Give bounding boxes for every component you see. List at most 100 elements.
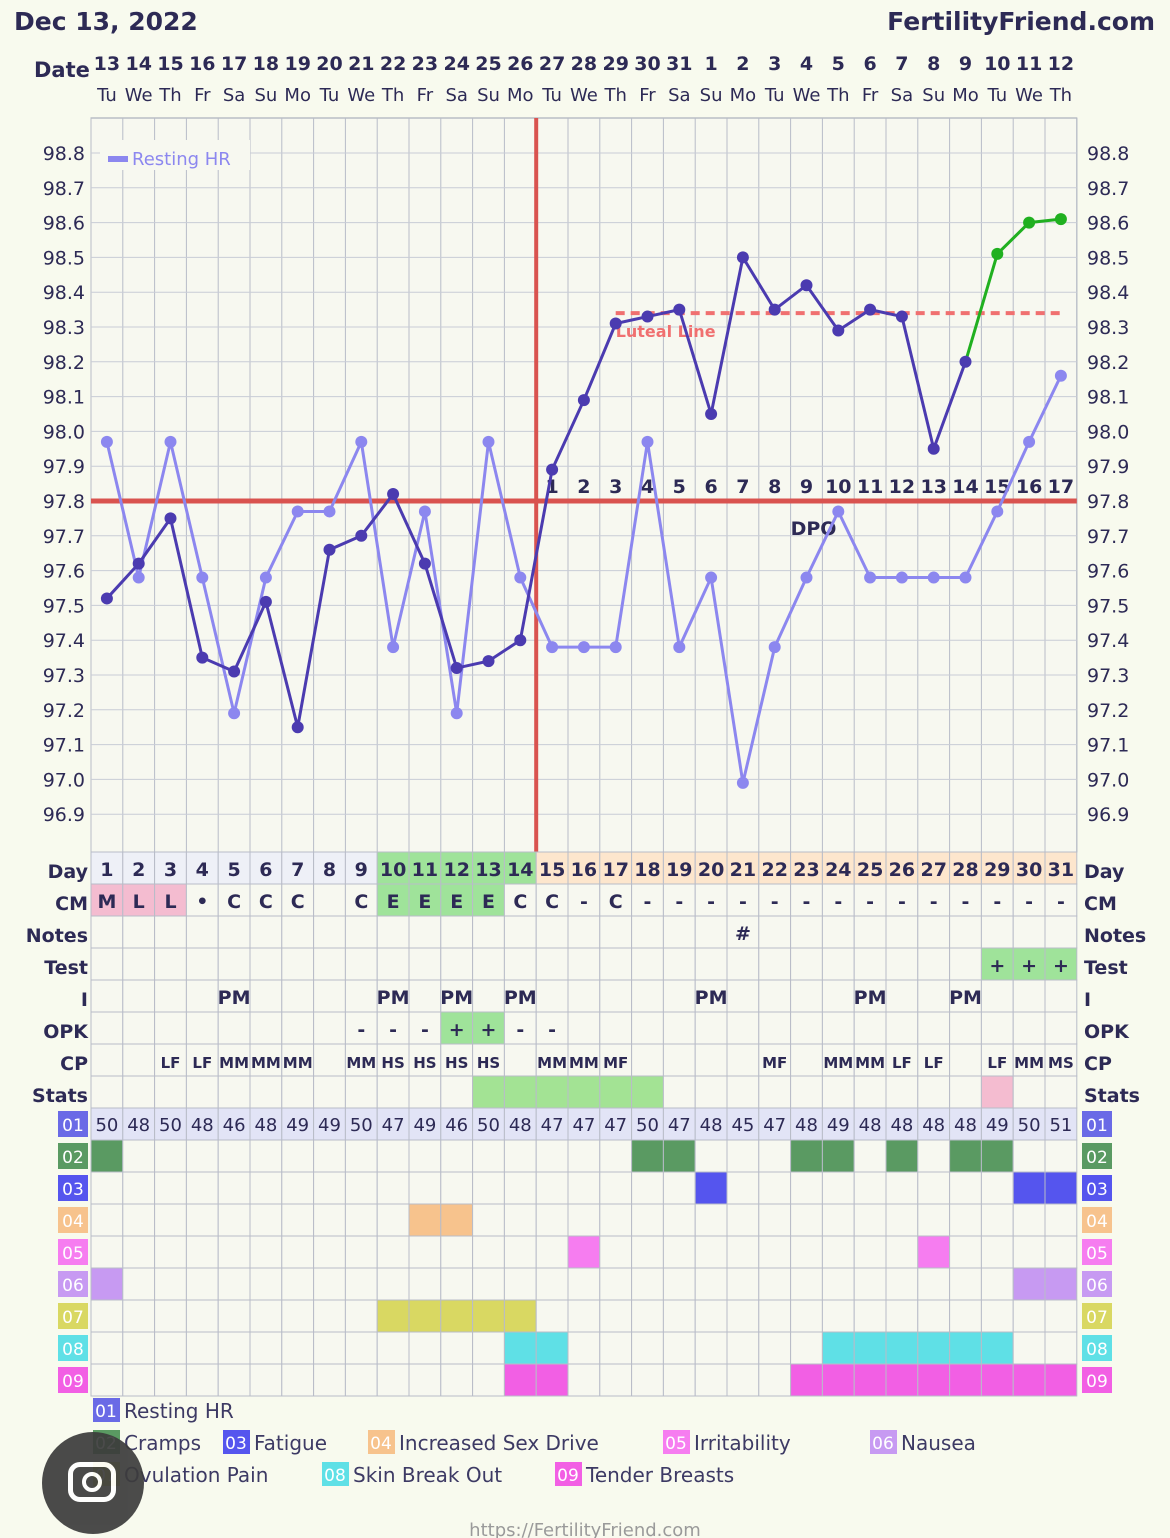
temperature-point[interactable]	[100, 592, 113, 605]
resting-hr-point[interactable]	[705, 571, 718, 584]
temperature-point[interactable]	[291, 721, 304, 734]
resting-hr-point[interactable]	[1054, 369, 1067, 382]
resting-hr-point[interactable]	[387, 641, 400, 654]
dpo-number: 13	[920, 476, 946, 498]
temperature-point[interactable]	[959, 355, 972, 368]
resting-hr-point[interactable]	[323, 505, 336, 518]
camera-lens-icon	[82, 1472, 102, 1492]
row-label-right-cm: CM	[1084, 893, 1117, 915]
temperature-point[interactable]	[736, 251, 749, 264]
camera-search-button[interactable]	[42, 1432, 144, 1534]
resting-hr-point[interactable]	[291, 505, 304, 518]
temperature-point[interactable]	[832, 324, 845, 337]
symptom-cell-06	[694, 1267, 728, 1301]
temperature-point[interactable]	[705, 408, 718, 420]
resting-hr-point[interactable]	[164, 435, 177, 448]
symptom-cell-08	[281, 1331, 315, 1365]
temperature-point[interactable]	[387, 488, 400, 501]
cell-i	[185, 979, 219, 1013]
weekday-label: Su	[922, 85, 945, 106]
resting-hr-point[interactable]	[800, 571, 813, 584]
temperature-point[interactable]	[991, 247, 1004, 260]
resting-hr-point[interactable]	[959, 571, 972, 584]
y-tick-left: 98.3	[43, 317, 85, 339]
temperature-point[interactable]	[895, 310, 908, 323]
symptom-cell-08	[440, 1331, 474, 1365]
resting-hr-point[interactable]	[450, 707, 463, 720]
cell-text-cm: -	[930, 891, 938, 913]
resting-hr-point[interactable]	[609, 641, 622, 654]
temperature-point[interactable]	[355, 529, 368, 542]
temperature-point[interactable]	[418, 557, 431, 570]
cell-notes	[758, 915, 792, 949]
hr-value: 50	[159, 1115, 182, 1136]
temperature-point[interactable]	[673, 303, 686, 316]
temperature-point[interactable]	[546, 463, 559, 476]
resting-hr-point[interactable]	[418, 505, 431, 518]
resting-hr-point[interactable]	[641, 435, 654, 448]
hr-value: 49	[318, 1115, 341, 1136]
symptom-cell-06	[662, 1267, 696, 1301]
resting-hr-point[interactable]	[546, 641, 559, 654]
temperature-point[interactable]	[450, 662, 463, 675]
temperature-point[interactable]	[482, 655, 495, 668]
temperature-point[interactable]	[323, 543, 336, 556]
resting-hr-point[interactable]	[100, 435, 113, 448]
resting-hr-point[interactable]	[514, 571, 527, 584]
temperature-point[interactable]	[609, 317, 622, 330]
temperature-point[interactable]	[228, 665, 241, 678]
temperature-point[interactable]	[164, 512, 177, 525]
resting-hr-point[interactable]	[991, 505, 1004, 518]
resting-hr-point[interactable]	[228, 707, 241, 720]
dpo-label: DPO	[791, 518, 837, 540]
temperature-point[interactable]	[800, 279, 813, 292]
temperature-point[interactable]	[927, 442, 940, 455]
cell-text-day: 1	[100, 859, 113, 881]
cell-text-cm: L	[164, 891, 176, 913]
cell-stats	[440, 1075, 474, 1109]
cell-text-cm: -	[803, 891, 811, 913]
symptom-cell-02	[408, 1139, 442, 1173]
resting-hr-point[interactable]	[196, 571, 209, 584]
temperature-point[interactable]	[514, 634, 527, 647]
weekday-label: Fr	[194, 85, 211, 106]
temperature-point[interactable]	[1054, 213, 1067, 226]
site-name[interactable]: FertilityFriend.com	[887, 7, 1155, 36]
temperature-point[interactable]	[641, 310, 654, 323]
symptom-cell-02	[313, 1139, 346, 1173]
temperature-point[interactable]	[864, 303, 877, 316]
cell-stats	[1012, 1075, 1046, 1109]
temperature-point[interactable]	[196, 651, 209, 664]
resting-hr-point[interactable]	[673, 641, 686, 654]
temperature-point[interactable]	[259, 595, 272, 608]
resting-hr-point[interactable]	[832, 505, 845, 518]
symptom-code-right-06	[1082, 1271, 1112, 1297]
resting-hr-point[interactable]	[927, 571, 940, 584]
resting-hr-point[interactable]	[132, 571, 145, 584]
resting-hr-point[interactable]	[1023, 435, 1036, 448]
resting-hr-point[interactable]	[864, 571, 877, 584]
cell-text-i: PM	[440, 987, 473, 1009]
symptom-cell-06	[535, 1267, 569, 1301]
resting-hr-point[interactable]	[482, 435, 495, 448]
symptom-cell-07	[122, 1299, 156, 1333]
footer-url[interactable]: https://FertilityFriend.com	[469, 1520, 701, 1538]
temperature-point[interactable]	[1023, 216, 1036, 229]
temperature-point[interactable]	[132, 557, 145, 570]
temperature-point[interactable]	[768, 303, 781, 316]
symptom-cell-06	[185, 1267, 219, 1301]
resting-hr-point[interactable]	[895, 571, 908, 584]
resting-hr-point[interactable]	[259, 571, 272, 584]
resting-hr-point[interactable]	[355, 435, 368, 448]
cell-text-test: +	[1021, 955, 1037, 977]
cell-text-day: 22	[761, 859, 787, 881]
resting-hr-point[interactable]	[577, 641, 590, 654]
temperature-point[interactable]	[577, 394, 590, 407]
cell-notes	[980, 915, 1014, 949]
cell-i	[313, 979, 346, 1013]
cell-opk	[185, 1011, 219, 1045]
symptom-code-right-07	[1082, 1303, 1112, 1329]
y-tick-left: 97.1	[43, 735, 85, 757]
resting-hr-point[interactable]	[736, 776, 749, 789]
resting-hr-point[interactable]	[768, 641, 781, 654]
